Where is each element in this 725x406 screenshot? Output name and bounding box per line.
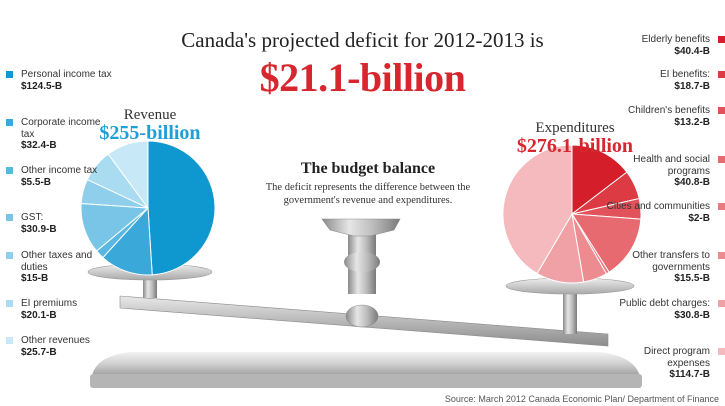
revenue-legend-swatch — [6, 337, 13, 344]
revenue-legend-value: $124.5-B — [21, 80, 63, 92]
expenditure-legend-label: EI benefits: — [659, 69, 710, 80]
revenue-legend-label: Other income tax — [21, 165, 98, 176]
revenue-label: Revenue — [123, 107, 177, 123]
expenditure-legend-label: Children's benefits — [628, 105, 710, 116]
revenue-legend-value: $32.4-B — [21, 140, 57, 151]
revenue-legend-label: Other taxes and duties — [21, 250, 93, 273]
revenue-legend-text: Other revenues $25.7-B — [21, 335, 116, 358]
scale-top-bracket — [321, 218, 401, 237]
expenditure-slice-4 — [571, 213, 642, 273]
balance-title: The budget balance — [300, 160, 436, 177]
expenditure-legend-text: Cities and communities $2-B — [605, 201, 710, 224]
revenue-pie — [80, 140, 216, 276]
expenditure-legend-label: Health and social programs — [633, 154, 710, 177]
expenditure-legend-value: $2-B — [688, 212, 710, 224]
revenue-legend-text: EI premiums $20.1-B — [21, 298, 116, 321]
expenditure-pie — [502, 144, 642, 284]
revenue-legend-text: Corporate income tax $32.4-B — [21, 117, 116, 152]
scale-post-knob — [344, 252, 380, 272]
expenditure-legend-swatch — [718, 203, 725, 210]
expenditure-legend-swatch — [718, 107, 725, 114]
expenditure-legend-swatch — [718, 252, 725, 259]
expenditure-legend-text: EI benefits: $18.7-B — [605, 69, 710, 92]
balance-description: The deficit represents the difference be… — [265, 182, 471, 206]
expenditure-legend-label: Cities and communities — [606, 201, 710, 212]
expenditure-legend-swatch — [718, 156, 725, 163]
revenue-legend-swatch — [6, 214, 13, 221]
revenue-legend-swatch — [6, 252, 13, 259]
scale-pivot — [345, 304, 379, 328]
revenue-legend-label: GST: — [21, 212, 44, 223]
expenditure-legend-swatch — [718, 348, 725, 355]
expenditure-legend-text: Other transfers to governments $15.5-B — [605, 250, 710, 285]
expenditure-legend: Elderly benefits $40.4-B EI benefits: $18.7… — [600, 0, 725, 406]
revenue-header: Revenue $255-billion — [90, 107, 210, 145]
scale-base-rim — [90, 374, 642, 388]
revenue-legend-label: Other revenues — [21, 335, 90, 346]
expenditure-legend-text: Children's benefits $13.2-B — [605, 105, 710, 128]
revenue-legend-label: Personal income tax — [21, 69, 112, 80]
source-note: Source: March 2012 Canada Economic Plan/… — [444, 394, 719, 404]
chart-title: Canada's projected deficit for 2012-2013… — [181, 28, 544, 52]
revenue-legend-value: $20.1-B — [21, 309, 57, 321]
revenue-legend-text: GST: $30.9-B — [21, 212, 116, 235]
revenue-legend-swatch — [6, 71, 13, 78]
expenditure-total: $276.1-billion — [516, 135, 634, 157]
revenue-legend: Personal income tax $124.5-B Corporate inc… — [6, 0, 121, 406]
expenditure-legend-label: Other transfers to governments — [632, 250, 710, 273]
expenditure-slice-1 — [571, 144, 628, 216]
revenue-slice-7 — [107, 140, 149, 210]
revenue-legend-value: $30.9-B — [21, 223, 57, 235]
right-pan-stem — [563, 286, 577, 334]
expenditure-legend-text: Elderly benefits $40.4-B — [605, 34, 710, 57]
expenditure-legend-value: $114.7-B — [669, 369, 710, 380]
revenue-total: $255-billion — [99, 122, 201, 144]
expenditure-legend-value: $13.2-B — [674, 116, 710, 128]
deficit-amount: $21.1-billion — [259, 55, 466, 100]
revenue-legend-label: Corporate income tax — [21, 117, 101, 140]
expenditure-legend-label: Direct program expenses — [643, 346, 710, 369]
expenditure-legend-value: $18.7-B — [674, 80, 710, 92]
expenditure-slice-8 — [502, 144, 573, 275]
revenue-slice-1 — [147, 140, 216, 276]
expenditure-legend-label: Public debt charges: — [619, 298, 710, 309]
expenditure-legend-text: Direct program expenses $114.7-B — [605, 346, 710, 381]
expenditure-header: Expenditures $276.1-billion — [505, 120, 645, 158]
revenue-legend-swatch — [6, 119, 13, 126]
expenditure-legend-swatch — [718, 300, 725, 307]
revenue-legend-swatch — [6, 167, 13, 174]
revenue-legend-swatch — [6, 300, 13, 307]
revenue-legend-value: $15-B — [21, 273, 49, 284]
expenditure-legend-value: $40.8-B — [674, 177, 710, 188]
revenue-legend-text: Other income tax $5.5-B — [21, 165, 116, 188]
expenditure-legend-label: Elderly benefits — [641, 34, 710, 45]
revenue-legend-text: Other taxes and duties $15-B — [21, 250, 116, 285]
scale-base — [92, 352, 640, 376]
expenditure-legend-text: Health and social programs $40.8-B — [605, 154, 710, 189]
expenditure-legend-text: Public debt charges: $30.8-B — [605, 298, 710, 321]
expenditure-legend-value: $30.8-B — [674, 309, 710, 321]
revenue-legend-value: $5.5-B — [21, 176, 52, 188]
expenditure-legend-swatch — [718, 71, 725, 78]
expenditure-legend-swatch — [718, 36, 725, 43]
revenue-legend-label: EI premiums — [21, 298, 78, 309]
expenditure-legend-value: $40.4-B — [674, 45, 710, 57]
expenditure-legend-value: $15.5-B — [674, 273, 710, 284]
expenditure-label: Expenditures — [535, 120, 615, 136]
revenue-legend-value: $25.7-B — [21, 346, 57, 358]
revenue-legend-text: Personal income tax $124.5-B — [21, 69, 116, 92]
